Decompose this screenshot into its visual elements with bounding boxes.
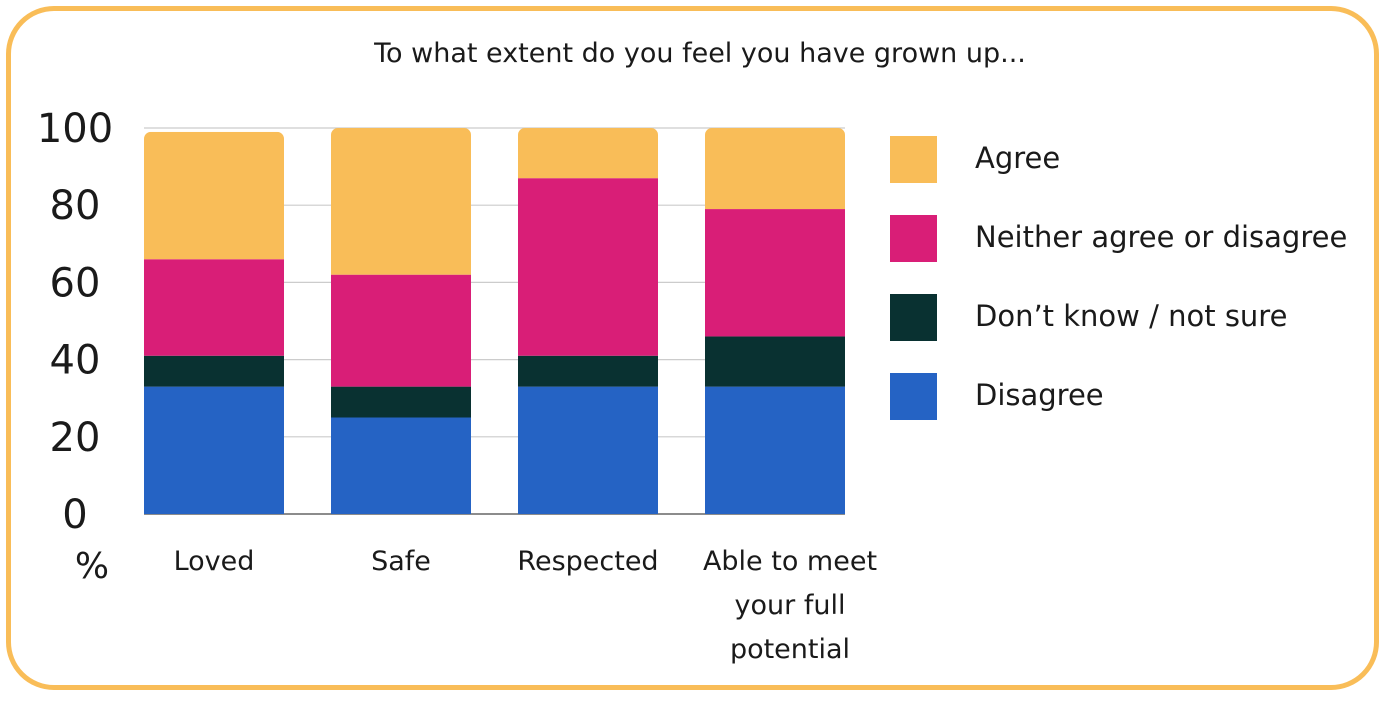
legend-item: Don’t know / not sure xyxy=(890,294,1287,341)
legend-label: Agree xyxy=(975,141,1060,175)
legend-label: Disagree xyxy=(975,378,1104,412)
bar-segment xyxy=(518,128,658,179)
x-tick-label: Safe xyxy=(371,546,431,577)
x-tick-label: Respected xyxy=(517,546,658,577)
bar-segment xyxy=(331,417,471,514)
legend-label: Neither agree or disagree xyxy=(975,220,1347,254)
y-axis-ticks: 0 20 40 60 80 100 xyxy=(37,106,113,538)
y-tick-label: 0 xyxy=(62,492,87,538)
x-tick-label: Able to meet your full potential xyxy=(703,546,877,665)
bar-segment xyxy=(331,274,471,387)
legend-swatch xyxy=(890,294,937,341)
y-tick-label: 100 xyxy=(37,106,113,152)
x-axis-ticks: Loved Safe Respected Able to meet your full p… xyxy=(174,546,877,665)
bar-stack xyxy=(144,131,284,514)
legend-swatch xyxy=(890,373,937,420)
bar-segment xyxy=(518,386,658,514)
legend-swatch xyxy=(890,215,937,262)
y-tick-label: 20 xyxy=(50,415,101,461)
legend-item: Disagree xyxy=(890,373,1104,420)
bar-stack xyxy=(705,128,845,514)
y-axis-unit: % xyxy=(75,546,109,587)
legend-item: Agree xyxy=(890,136,1060,183)
bar-segment xyxy=(518,178,658,356)
y-tick-label: 40 xyxy=(50,338,101,384)
bars xyxy=(144,128,845,514)
bar-segment xyxy=(705,386,845,514)
bar-stack xyxy=(331,128,471,514)
bar-segment xyxy=(144,355,284,387)
y-tick-label: 80 xyxy=(50,183,101,229)
legend: Agree Neither agree or disagree Don’t know… xyxy=(890,136,1347,420)
y-tick-label: 60 xyxy=(50,260,101,306)
bar-segment xyxy=(705,336,845,387)
chart-title: To what extent do you feel you have grow… xyxy=(373,38,1026,69)
bar-segment xyxy=(144,259,284,356)
bar-segment xyxy=(705,128,845,210)
legend-item: Neither agree or disagree xyxy=(890,215,1347,262)
x-tick-label: Loved xyxy=(174,546,255,577)
bar-segment xyxy=(144,131,284,260)
bar-segment xyxy=(331,128,471,275)
legend-label: Don’t know / not sure xyxy=(975,299,1287,333)
bar-stack xyxy=(518,128,658,514)
bar-segment xyxy=(518,355,658,387)
bar-segment xyxy=(144,386,284,514)
bar-segment xyxy=(705,209,845,337)
bar-segment xyxy=(331,386,471,418)
legend-swatch xyxy=(890,136,937,183)
